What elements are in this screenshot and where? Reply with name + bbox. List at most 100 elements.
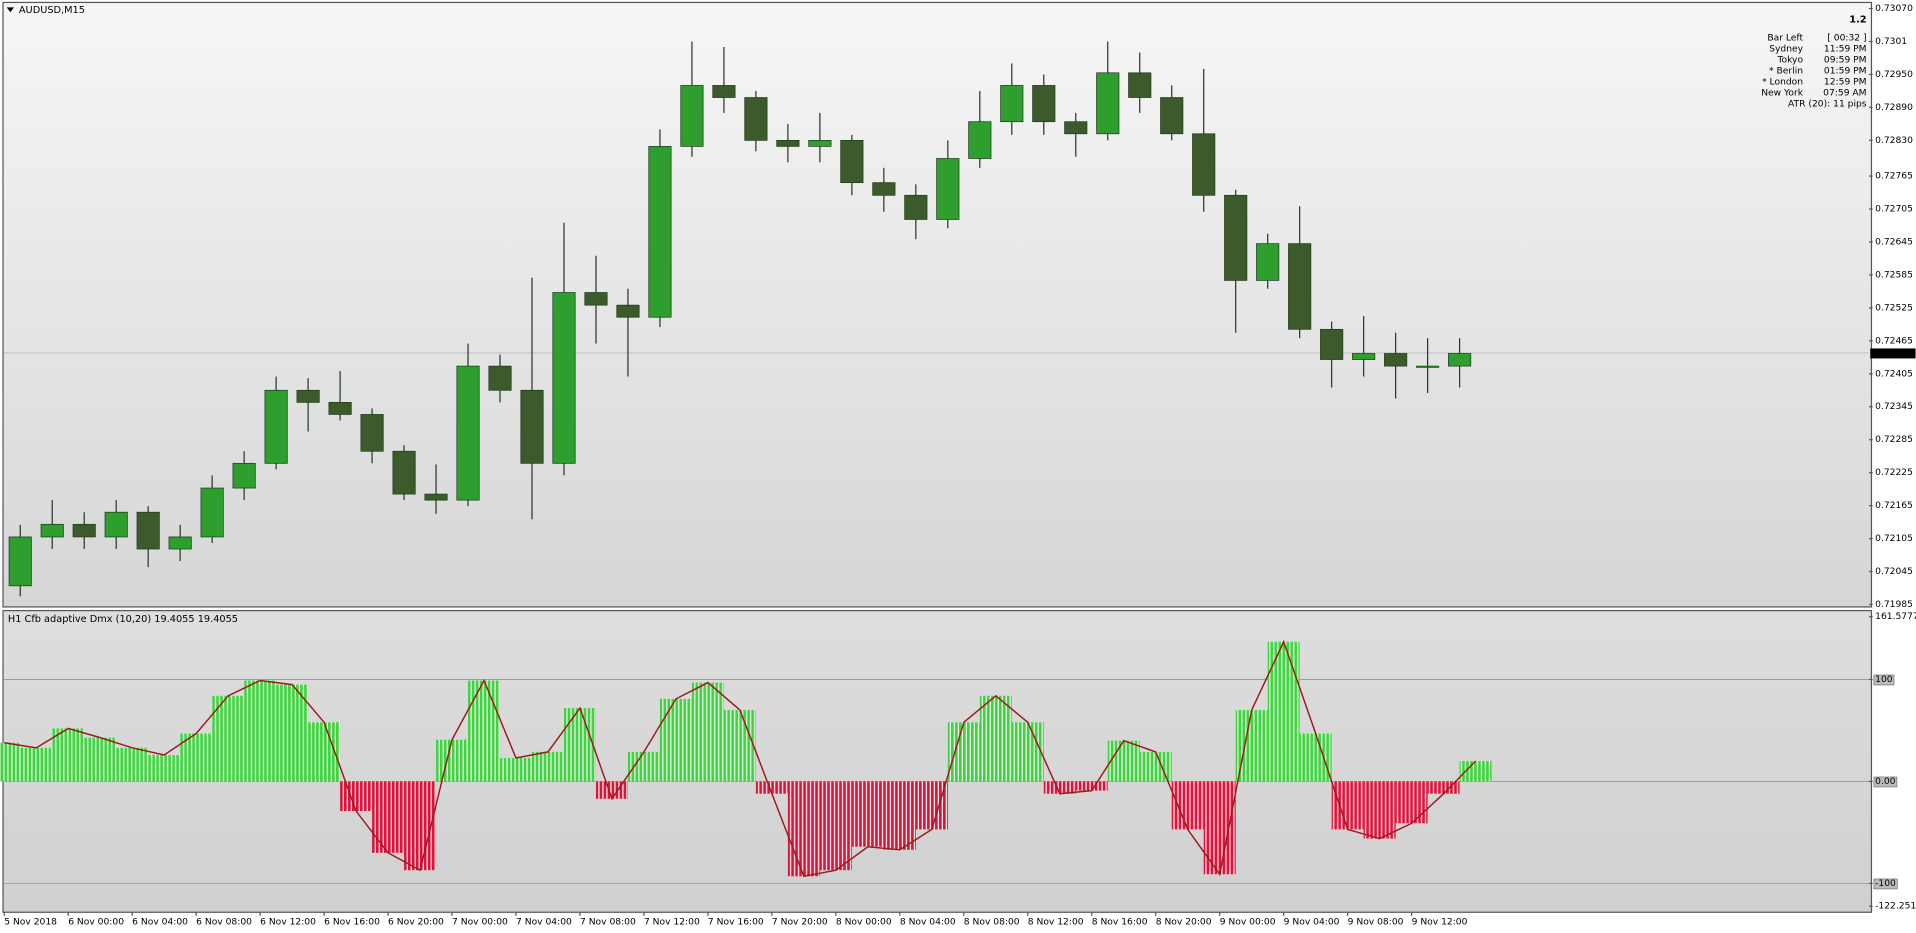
histogram-bar bbox=[979, 695, 1012, 782]
candle-body bbox=[104, 511, 128, 538]
histogram-bar bbox=[723, 710, 756, 782]
candle-body bbox=[232, 462, 256, 489]
candle-body bbox=[296, 389, 320, 403]
histogram-bar bbox=[116, 747, 149, 782]
candle-body bbox=[1416, 365, 1440, 368]
x-tick-label: 6 Nov 08:00 bbox=[196, 918, 252, 928]
y-tick-label: 0.72830 bbox=[1875, 136, 1913, 146]
histogram-bar bbox=[947, 722, 980, 782]
candle-body bbox=[1128, 72, 1152, 98]
x-tick-label: 6 Nov 04:00 bbox=[132, 918, 188, 928]
x-tick-label: 7 Nov 00:00 bbox=[452, 918, 508, 928]
candle-body bbox=[904, 194, 928, 220]
histogram-bar bbox=[595, 781, 628, 799]
candle-body bbox=[968, 121, 992, 159]
histogram-bar bbox=[819, 781, 852, 871]
candle-body bbox=[808, 140, 832, 147]
candle-body bbox=[744, 97, 768, 141]
histogram-bar bbox=[627, 751, 660, 782]
candle-body bbox=[1288, 243, 1312, 330]
candle-body bbox=[8, 536, 32, 587]
x-tick-label: 9 Nov 04:00 bbox=[1284, 918, 1340, 928]
y-tick-label: 0.7301 bbox=[1875, 37, 1907, 47]
histogram-bar bbox=[532, 751, 564, 782]
x-tick-label: 9 Nov 08:00 bbox=[1348, 918, 1404, 928]
info-big: 1.2 bbox=[1849, 15, 1866, 26]
x-tick-label: 7 Nov 16:00 bbox=[708, 918, 764, 928]
y-tick-label: 0.73070 bbox=[1875, 4, 1913, 14]
candle-body bbox=[1224, 194, 1248, 281]
y-tick-label: 0.72285 bbox=[1875, 435, 1913, 445]
y-tick-label: 0.72345 bbox=[1875, 402, 1913, 412]
histogram-bar bbox=[244, 680, 277, 782]
info-value: 07:59 AM bbox=[1823, 88, 1866, 98]
histogram-bar bbox=[468, 680, 501, 782]
histogram-bar bbox=[883, 781, 916, 850]
candle-body bbox=[168, 536, 192, 550]
indicator-outline bbox=[4, 639, 1477, 878]
level-box bbox=[1873, 878, 1898, 890]
y-tick-label: 0.00 bbox=[1875, 777, 1896, 787]
candle-body bbox=[936, 158, 960, 220]
histogram-bar bbox=[276, 684, 309, 782]
candle-body bbox=[200, 487, 224, 538]
candle-body bbox=[1352, 353, 1376, 360]
info-value: 09:59 PM bbox=[1824, 55, 1867, 65]
info-label: * London bbox=[1762, 77, 1803, 87]
histogram-bar bbox=[659, 698, 692, 782]
candle-body bbox=[1096, 72, 1120, 135]
menu-arrow[interactable] bbox=[6, 7, 15, 13]
x-tick-label: 5 Nov 2018 bbox=[4, 918, 57, 928]
y-tick-label: 161.5777 bbox=[1875, 612, 1916, 622]
x-tick-label: 6 Nov 16:00 bbox=[324, 918, 380, 928]
candle-body bbox=[136, 511, 160, 550]
candle-body bbox=[712, 85, 736, 98]
x-tick-label: 6 Nov 00:00 bbox=[68, 918, 124, 928]
histogram-bar bbox=[52, 728, 85, 782]
last-price-box bbox=[1870, 348, 1916, 359]
histogram-bar bbox=[212, 695, 245, 782]
price-panel bbox=[2, 1, 1873, 608]
candle-body bbox=[776, 140, 800, 147]
histogram-bar bbox=[563, 708, 596, 782]
histogram-bar bbox=[20, 747, 53, 782]
candle-body bbox=[392, 450, 416, 495]
candle-body bbox=[1032, 85, 1056, 123]
level-box bbox=[1873, 776, 1898, 788]
x-tick-label: 7 Nov 20:00 bbox=[772, 918, 828, 928]
histogram-bar bbox=[1203, 781, 1236, 875]
info-label: Bar Left bbox=[1767, 33, 1803, 43]
y-tick-label: 0.72950 bbox=[1875, 70, 1913, 80]
candle-body bbox=[1448, 353, 1472, 367]
y-tick-label: 0.72405 bbox=[1875, 369, 1913, 379]
candle-body bbox=[840, 140, 864, 184]
candle-body bbox=[40, 523, 64, 538]
candle-body bbox=[584, 292, 608, 306]
candle-body bbox=[680, 85, 704, 147]
info-value: 12:59 PM bbox=[1824, 77, 1867, 87]
x-tick-label: 7 Nov 12:00 bbox=[644, 918, 700, 928]
histogram-bar bbox=[851, 781, 884, 847]
candle-body bbox=[360, 414, 384, 452]
y-tick-label: 0.72705 bbox=[1875, 205, 1913, 215]
y-tick-label: 0.72890 bbox=[1875, 103, 1913, 113]
x-tick-label: 8 Nov 12:00 bbox=[1028, 918, 1084, 928]
histogram-bar bbox=[1459, 761, 1492, 782]
info-value: [ 00:32 ] bbox=[1827, 33, 1866, 43]
candle-body bbox=[424, 493, 448, 501]
candle-body bbox=[552, 292, 576, 464]
info-footer: ATR (20): 11 pips bbox=[1788, 99, 1867, 109]
y-tick-label: 0.72585 bbox=[1875, 270, 1913, 280]
histogram-bar bbox=[1395, 781, 1428, 824]
y-tick-label: 0.72525 bbox=[1875, 303, 1913, 313]
info-label: Tokyo bbox=[1776, 55, 1803, 65]
info-label: Sydney bbox=[1769, 44, 1803, 54]
x-tick-label: 9 Nov 12:00 bbox=[1412, 918, 1468, 928]
level-box bbox=[1873, 674, 1895, 686]
last-price-label: 0.72443 bbox=[1875, 348, 1913, 358]
x-tick-label: 9 Nov 00:00 bbox=[1220, 918, 1276, 928]
y-tick-label: 0.71985 bbox=[1875, 600, 1913, 610]
x-tick-label: 8 Nov 20:00 bbox=[1156, 918, 1212, 928]
candle-body bbox=[616, 304, 640, 318]
